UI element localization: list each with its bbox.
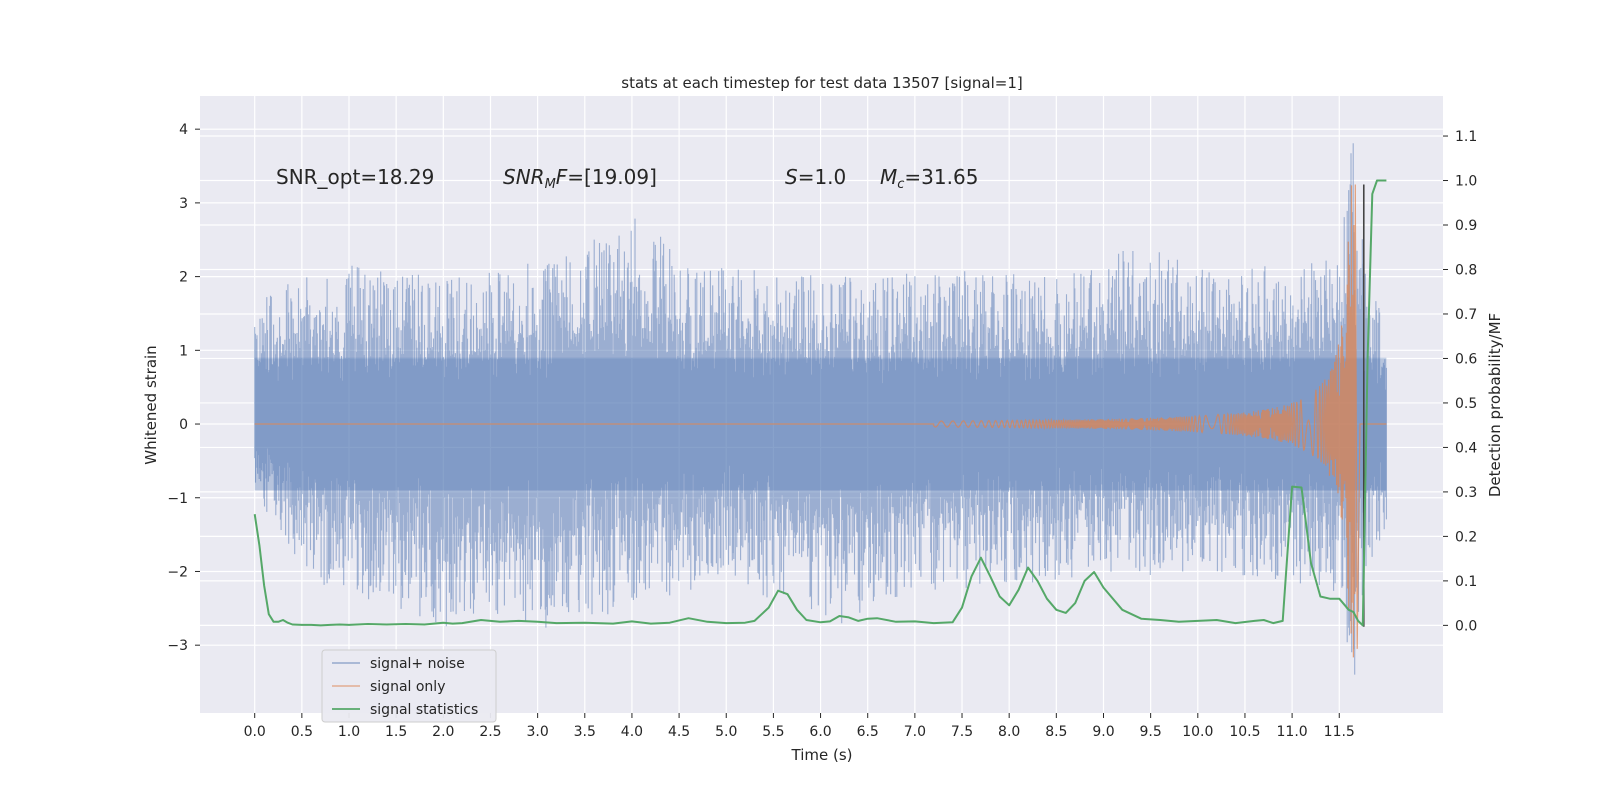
legend: signal+ noise signal only signal statist… <box>321 649 497 723</box>
legend-label-stats: signal statistics <box>370 702 478 718</box>
y-tick-label: −3 <box>167 638 188 654</box>
x-tick-label: 8.0 <box>998 724 1020 740</box>
tick-layer: 0.0 0.5 1.0 1.5 2.0 2.5 3.0 3.5 4.0 4.5 5.0 5.5 6.0 6… <box>167 122 1477 740</box>
x-tick-label: 9.0 <box>1092 724 1114 740</box>
y-right-tick-label: 0.3 <box>1455 485 1477 501</box>
annotation-snr-mf-value: =[19.09] <box>567 165 657 189</box>
x-tick-label: 9.5 <box>1140 724 1162 740</box>
data-layer <box>253 143 1387 675</box>
y-right-tick-label: 0.6 <box>1455 351 1477 367</box>
y-axis-label: Whitened strain <box>142 345 160 464</box>
y-axis-label-right: Detection probability/MF <box>1486 313 1504 497</box>
annotation-s: S=1.0 <box>785 165 846 189</box>
x-tick-label: 11.0 <box>1277 724 1308 740</box>
x-tick-label: 5.0 <box>715 724 737 740</box>
y-right-tick-label: 0.1 <box>1455 574 1477 590</box>
x-tick-label: 1.0 <box>338 724 360 740</box>
annotation-snr-mf-main: SNR <box>503 165 545 189</box>
x-tick-label: 10.0 <box>1182 724 1213 740</box>
x-tick-label: 11.5 <box>1324 724 1355 740</box>
x-tick-label: 3.5 <box>574 724 596 740</box>
noise-trace <box>254 143 1387 675</box>
legend-label-noise: signal+ noise <box>370 656 465 672</box>
annotation-snr-mf: SNRMF=[19.09] <box>503 165 657 192</box>
legend-box <box>321 649 497 723</box>
annotation-snr-mf-sub: M <box>545 177 556 192</box>
x-tick-label: 5.5 <box>762 724 784 740</box>
annotation-mc-sub: c <box>897 177 904 192</box>
series-signal-statistics <box>253 179 1387 627</box>
y-tick-label: −2 <box>167 564 188 580</box>
x-tick-label: 4.5 <box>668 724 690 740</box>
x-tick-label: 1.5 <box>385 724 407 740</box>
y-tick-label: 2 <box>179 270 188 286</box>
annotation-mc-value: =31.65 <box>904 165 978 189</box>
annotation-s-value: =1.0 <box>798 165 847 189</box>
y-right-tick-label: 0.2 <box>1455 529 1477 545</box>
x-tick-label: 4.0 <box>621 724 643 740</box>
x-tick-label: 3.0 <box>526 724 548 740</box>
chart-title: stats at each timestep for test data 135… <box>621 74 1022 92</box>
legend-label-signal: signal only <box>370 679 445 695</box>
x-tick-label: 2.5 <box>479 724 501 740</box>
statistics-trace <box>253 179 1387 627</box>
y-right-tick-label: 0.7 <box>1455 307 1477 323</box>
y-tick-label: 4 <box>179 122 188 138</box>
x-axis-label: Time (s) <box>791 746 853 764</box>
annotation-mc: Mc=31.65 <box>880 165 978 192</box>
x-tick-label: 0.5 <box>291 724 313 740</box>
annotation-snr-opt: SNR_opt=18.29 <box>276 165 434 189</box>
y-tick-label: 1 <box>179 343 188 359</box>
y-tick-label: −1 <box>167 491 188 507</box>
x-tick-label: 2.0 <box>432 724 454 740</box>
x-tick-label: 6.5 <box>857 724 879 740</box>
annotation-snr-mf-tail: F <box>556 165 568 189</box>
y-right-tick-label: 0.4 <box>1455 440 1477 456</box>
signal-trace <box>254 184 1387 658</box>
x-tick-label: 7.5 <box>951 724 973 740</box>
x-tick-label: 6.0 <box>809 724 831 740</box>
x-tick-label: 10.5 <box>1229 724 1260 740</box>
y-right-tick-label: 0.0 <box>1455 618 1477 634</box>
y-right-tick-label: 1.1 <box>1455 129 1477 145</box>
y-right-tick-label: 1.0 <box>1455 174 1477 190</box>
x-tick-label: 0.0 <box>244 724 266 740</box>
series-signal-only <box>254 184 1387 658</box>
y-tick-label: 3 <box>179 196 188 212</box>
x-tick-label: 8.5 <box>1045 724 1067 740</box>
y-right-tick-label: 0.9 <box>1455 218 1477 234</box>
annotation-group: SNR_opt=18.29 SNRMF=[19.09] S=1.0 Mc=31.… <box>276 165 978 192</box>
x-tick-label: 7.0 <box>904 724 926 740</box>
annotation-mc-symbol: M <box>880 165 897 189</box>
y-right-tick-label: 0.5 <box>1455 396 1477 412</box>
y-right-tick-label: 0.8 <box>1455 262 1477 278</box>
annotation-s-symbol: S <box>785 165 798 189</box>
y-tick-label: 0 <box>179 417 188 433</box>
